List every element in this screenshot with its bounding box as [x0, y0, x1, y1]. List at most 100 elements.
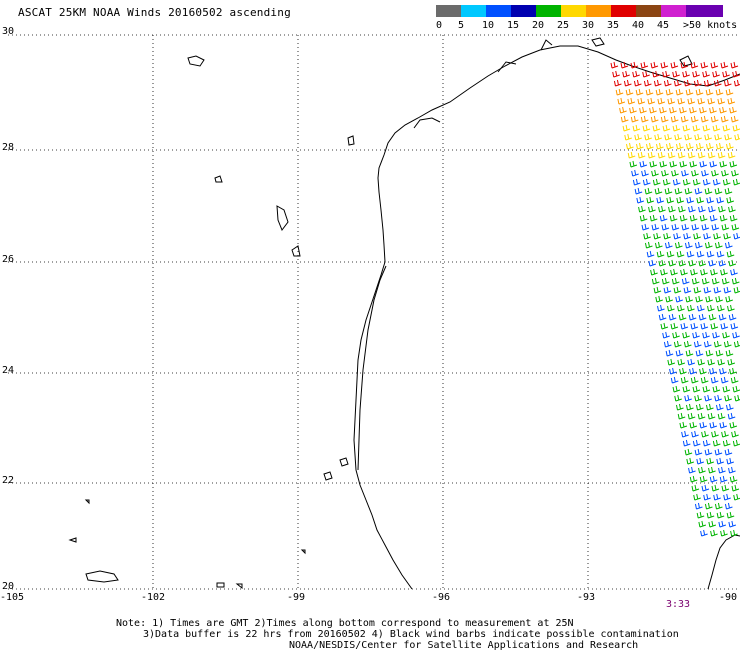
wind-barb — [700, 268, 708, 276]
wind-barb — [663, 79, 672, 87]
wind-barb — [690, 115, 699, 123]
wind-barb — [724, 133, 732, 141]
wind-barbs — [610, 61, 740, 537]
scale-label-0: 0 — [436, 20, 443, 31]
island-10 — [300, 549, 306, 555]
wind-barb — [710, 115, 719, 123]
wind-barb — [678, 313, 687, 321]
scale-label-20: 20 — [532, 20, 545, 31]
wind-barb — [654, 241, 663, 249]
wind-barb — [652, 70, 660, 78]
wind-barb — [679, 421, 688, 429]
wind-barb — [689, 367, 697, 375]
wind-barb — [705, 295, 713, 303]
wind-barb — [678, 259, 687, 267]
wind-barb — [640, 115, 649, 123]
scale-label-25: 25 — [557, 20, 570, 31]
wind-barb — [688, 466, 696, 474]
wind-barb — [653, 232, 661, 240]
wind-barb — [663, 340, 672, 348]
wind-barb — [683, 340, 692, 348]
wind-barb — [716, 457, 724, 465]
wind-barb — [687, 412, 696, 420]
wind-barb — [687, 151, 696, 159]
bay-outline — [413, 39, 553, 129]
wind-barb — [723, 232, 731, 240]
wind-barb — [715, 349, 724, 357]
wind-barb — [694, 502, 703, 510]
lon-label-105: -105 — [0, 592, 25, 603]
wind-barb — [669, 214, 678, 222]
wind-barb — [650, 61, 659, 69]
wind-barb — [714, 133, 722, 141]
wind-barb — [634, 187, 643, 195]
wind-barb — [687, 304, 695, 312]
wind-barb — [696, 457, 704, 465]
wind-barb — [694, 241, 703, 249]
wind-barb — [697, 97, 706, 105]
lat-label-30: 30 — [2, 26, 15, 37]
wind-barb — [724, 187, 733, 195]
wind-barb — [701, 484, 710, 492]
wind-barb — [646, 250, 655, 258]
wind-barb — [644, 241, 653, 249]
wind-barb — [706, 250, 715, 258]
scale-swatch-2 — [486, 5, 511, 17]
wind-barb — [698, 313, 707, 321]
wind-barb — [658, 313, 667, 321]
wind-barb — [681, 430, 689, 438]
wind-barb — [687, 97, 696, 105]
wind-barb — [723, 286, 732, 294]
wind-barb — [715, 295, 723, 303]
wind-barb — [659, 214, 668, 222]
wind-barb — [711, 169, 719, 177]
wind-barb — [610, 61, 619, 69]
wind-barb — [723, 493, 731, 501]
wind-barb — [719, 214, 728, 222]
island-5 — [85, 570, 119, 583]
wind-barb — [657, 304, 665, 312]
lat-label-20: 20 — [2, 581, 15, 592]
island-11 — [323, 471, 333, 481]
wind-barb — [714, 394, 722, 402]
island-15 — [679, 55, 693, 67]
wind-barb — [682, 70, 690, 78]
wind-barb — [667, 304, 675, 312]
wind-barb — [702, 331, 710, 339]
lat-label-28: 28 — [2, 142, 15, 153]
wind-barb — [697, 151, 706, 159]
wind-barb — [676, 142, 684, 150]
wind-barb — [674, 241, 683, 249]
wind-barb — [648, 205, 656, 213]
wind-barb — [730, 376, 739, 384]
island-8 — [216, 582, 225, 588]
wind-barb — [729, 475, 738, 483]
wind-barb — [714, 241, 723, 249]
wind-barb — [690, 268, 698, 276]
wind-barb — [639, 214, 648, 222]
wind-barb — [659, 160, 668, 168]
island-2 — [214, 175, 223, 183]
wind-barb — [670, 322, 679, 330]
wind-barb — [731, 169, 739, 177]
pass-time-label: 3:33 — [666, 599, 691, 610]
wind-barb — [651, 223, 660, 231]
wind-barb — [648, 259, 657, 267]
wind-barb — [720, 376, 729, 384]
wind-barb — [691, 223, 700, 231]
wind-barb — [717, 151, 726, 159]
wind-barb — [697, 412, 706, 420]
wind-barb — [665, 295, 673, 303]
wind-barb — [665, 88, 674, 96]
wind-barb — [675, 403, 684, 411]
wind-barb — [683, 232, 691, 240]
wind-barb — [653, 286, 662, 294]
wind-barb — [668, 313, 677, 321]
wind-barb — [719, 106, 727, 114]
wind-barb — [661, 223, 670, 231]
wind-barb — [612, 70, 620, 78]
wind-barb — [689, 160, 698, 168]
wind-barb — [726, 511, 735, 519]
wind-barb — [715, 88, 724, 96]
wind-barb — [673, 286, 682, 294]
